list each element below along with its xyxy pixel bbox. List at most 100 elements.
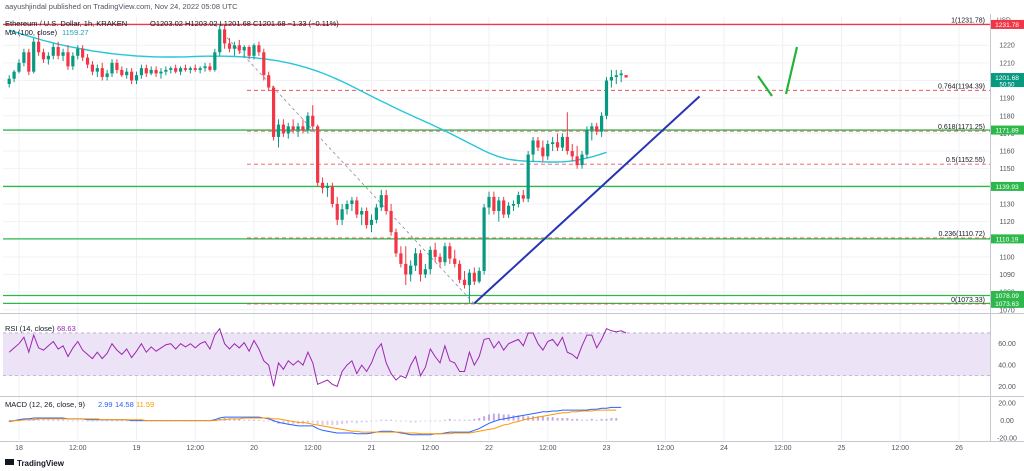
price-axis-tick: 1150 — [999, 166, 1014, 173]
candle-body — [105, 73, 109, 77]
macd-histogram-bar — [390, 419, 393, 421]
macd-histogram-bar — [522, 416, 525, 421]
candle-body — [90, 64, 95, 72]
candle-body — [506, 205, 511, 215]
candle-body — [595, 126, 599, 132]
candle-body — [340, 209, 344, 220]
price-axis-tick: 1090 — [999, 272, 1015, 279]
candle-body — [462, 279, 467, 286]
candle-body — [306, 115, 310, 130]
macd-histogram-bar — [463, 419, 466, 421]
macd-histogram-bar — [443, 419, 446, 421]
candle-body — [355, 200, 359, 215]
price-axis-tick: 1130 — [999, 201, 1014, 208]
macd-histogram-bar — [341, 420, 344, 425]
candle-body — [448, 246, 452, 259]
candle-body — [32, 41, 36, 72]
macd-histogram-bar — [228, 418, 231, 421]
macd-histogram-bar — [571, 418, 574, 421]
candle-body — [27, 52, 31, 72]
candle-body — [237, 45, 241, 51]
macd-histogram-bar — [233, 418, 236, 421]
price-label-text: 1073.63 — [995, 301, 1019, 308]
fib-level-label: 0(1073.33) — [951, 297, 985, 304]
macd-histogram-bar — [248, 419, 251, 421]
rsi-legend-label: RSI (14, close) — [5, 324, 55, 333]
macd-histogram-bar — [561, 418, 564, 421]
macd-axis-tick: 20.00 — [998, 401, 1016, 408]
candle-body — [271, 87, 276, 137]
price-axis-tick: 1220 — [999, 43, 1015, 50]
candle-body — [551, 142, 555, 144]
candle-body — [619, 73, 623, 76]
candle-body — [511, 203, 516, 206]
macd-legend-value-1: 2.99 — [98, 400, 113, 409]
rsi-axis-tick: 20.00 — [998, 384, 1016, 391]
price-axis-tick: 1180 — [999, 113, 1014, 120]
candle-body — [423, 269, 427, 275]
macd-histogram-bar — [52, 419, 55, 421]
macd-signal-line — [9, 409, 617, 435]
candle-body — [374, 207, 378, 220]
ma-line — [8, 29, 607, 163]
macd-histogram-bar — [551, 417, 554, 421]
time-axis-tick: 26 — [955, 445, 963, 452]
fib-level-label: 1(1231.78) — [951, 17, 985, 24]
macd-histogram-bar — [576, 418, 579, 421]
candle-body — [389, 211, 393, 233]
candle-body — [71, 55, 75, 67]
macd-histogram-bar — [111, 420, 114, 422]
macd-legend-value-3: 11.59 — [136, 400, 154, 409]
price-label-text: 1110.19 — [996, 236, 1019, 243]
candle-body — [413, 253, 418, 266]
time-axis-tick: 22 — [485, 445, 493, 452]
candle-body — [521, 195, 525, 199]
macd-histogram-bar — [292, 420, 295, 425]
macd-axis-tick: -20.00 — [997, 436, 1017, 443]
candle-body — [418, 253, 423, 275]
candle-body — [477, 270, 481, 282]
macd-histogram-bar — [492, 413, 495, 421]
candle-body — [487, 196, 491, 208]
time-axis-tick: 12:00 — [186, 445, 204, 452]
time-axis-tick: 20 — [250, 445, 258, 452]
candle-body — [536, 140, 540, 148]
candle-body — [453, 258, 457, 264]
price-label-box — [991, 181, 1024, 191]
candle-body — [218, 29, 222, 53]
projection-arrow-up — [784, 46, 799, 95]
macd-axis-tick: 0.00 — [1000, 418, 1014, 425]
price-label-box — [991, 125, 1024, 135]
rsi-band-fill — [3, 332, 990, 376]
candle-body — [17, 62, 21, 72]
candle-body — [36, 41, 41, 53]
macd-histogram-bar — [478, 418, 481, 421]
macd-histogram-bar — [91, 420, 94, 422]
ma-legend-label: MA (100, close) — [5, 28, 58, 37]
price-label-text: 1139.93 — [995, 184, 1019, 191]
candle-body — [325, 186, 330, 189]
time-axis-tick: 18 — [15, 445, 23, 452]
price-axis-tick: 1160 — [999, 149, 1014, 156]
macd-histogram-bar — [581, 419, 584, 421]
candle-body — [296, 126, 300, 130]
candle-body — [516, 195, 520, 204]
candle-body — [213, 52, 217, 70]
candle-body — [609, 76, 613, 81]
candle-body — [120, 69, 124, 76]
time-axis-tick: 21 — [368, 445, 376, 452]
candle-body — [174, 68, 178, 72]
fib-level-label: 0.5(1152.55) — [946, 157, 985, 164]
macd-histogram-bar — [541, 416, 544, 421]
candle-body — [502, 200, 506, 215]
macd-histogram-bar — [350, 420, 353, 423]
candle-body — [286, 126, 290, 134]
candle-body — [585, 129, 589, 155]
macd-histogram-bar — [321, 420, 324, 426]
rsi-axis-tick: 40.00 — [998, 363, 1016, 370]
projection-arrow-down — [757, 75, 773, 97]
macd-histogram-bar — [106, 420, 109, 422]
candle-body — [169, 68, 173, 70]
macd-histogram-bar — [483, 416, 486, 421]
